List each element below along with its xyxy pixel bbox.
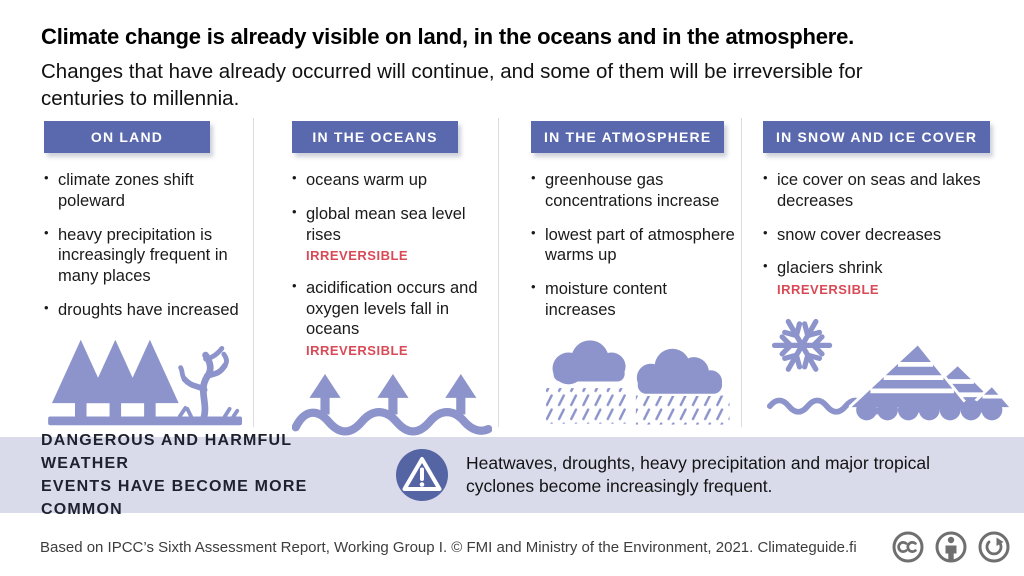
illustration-atmosphere	[531, 337, 741, 427]
bullet-text: global mean sea level rises	[306, 204, 466, 244]
bullet-item: glaciers shrink IRREVERSIBLE	[763, 258, 1012, 298]
bullet-text: glaciers shrink	[777, 259, 883, 278]
trees-icon	[48, 339, 243, 425]
bullet-item: greenhouse gas concentrations increase	[531, 170, 735, 212]
column-divider	[253, 118, 254, 427]
snowflake-iceberg-icon	[766, 318, 1012, 421]
license-badges	[890, 529, 1012, 565]
cc-share-alike-icon	[978, 531, 1010, 563]
bullet-item: lowest part of atmosphere warms up	[531, 225, 735, 267]
irreversible-label: IRREVERSIBLE	[306, 248, 409, 264]
cc-by-person-icon	[935, 531, 967, 563]
illustration-snow-ice	[763, 315, 1012, 427]
banner-heading: DANGEROUS AND HARMFUL WEATHER EVENTS HAV…	[41, 429, 375, 521]
bullet-item: droughts have increased	[44, 300, 253, 321]
warning-triangle-icon	[396, 449, 448, 501]
column-header: ON LAND	[44, 121, 210, 153]
footer: Based on IPCC’s Sixth Assessment Report,…	[40, 529, 1012, 565]
column-in-snow-and-ice-cover: IN SNOW AND ICE COVER ice cover on seas …	[742, 118, 1012, 427]
irreversible-label: IRREVERSIBLE	[306, 343, 409, 359]
bullet-item: heavy precipitation is increasingly freq…	[44, 225, 253, 287]
banner-heading-line-2: EVENTS HAVE BECOME MORE COMMON	[41, 478, 308, 518]
bullet-item: global mean sea level rises IRREVERSIBLE	[292, 204, 498, 265]
bullet-item: climate zones shift poleward	[44, 170, 253, 212]
warning-icon-wrap	[395, 448, 449, 502]
attribution-text: Based on IPCC’s Sixth Assessment Report,…	[40, 538, 857, 556]
bullet-item: oceans warm up	[292, 170, 498, 191]
column-header: IN THE ATMOSPHERE	[531, 121, 725, 153]
page-subtitle: Changes that have already occurred will …	[41, 60, 863, 110]
column-in-the-atmosphere: IN THE ATMOSPHERE greenhouse gas concent…	[499, 118, 741, 427]
warning-banner: DANGEROUS AND HARMFUL WEATHER EVENTS HAV…	[0, 432, 1024, 518]
column-header: IN SNOW AND ICE COVER	[763, 121, 991, 153]
cc-icon	[892, 531, 924, 563]
bullet-item: acidification occurs and oxygen levels f…	[292, 278, 498, 360]
column-header: IN THE OCEANS	[292, 121, 458, 153]
illustration-oceans	[291, 372, 498, 444]
irreversible-label: IRREVERSIBLE	[777, 282, 880, 298]
bullet-text: acidification occurs and oxygen levels f…	[306, 278, 478, 339]
bullet-item: snow cover decreases	[763, 225, 1012, 246]
warming-ocean-icon	[291, 374, 493, 436]
bullet-item: ice cover on seas and lakes decreases	[763, 170, 1012, 212]
column-in-the-oceans: IN THE OCEANS oceans warm up global mean…	[254, 118, 498, 436]
title-block: Climate change is already visible on lan…	[41, 24, 961, 112]
rain-clouds-icon	[545, 340, 730, 425]
banner-description: Heatwaves, droughts, heavy precipitation…	[466, 452, 930, 496]
banner-heading-line-1: DANGEROUS AND HARMFUL WEATHER	[41, 432, 292, 472]
column-divider	[498, 118, 499, 427]
page-title: Climate change is already visible on lan…	[41, 24, 855, 49]
illustration-on-land	[44, 334, 253, 430]
column-on-land: ON LAND climate zones shift poleward hea…	[40, 118, 253, 427]
column-divider	[741, 118, 742, 427]
bullet-item: moisture content increases	[531, 279, 735, 321]
columns-area: ON LAND climate zones shift poleward hea…	[40, 118, 1012, 436]
bullet-text: oceans warm up	[306, 171, 428, 189]
